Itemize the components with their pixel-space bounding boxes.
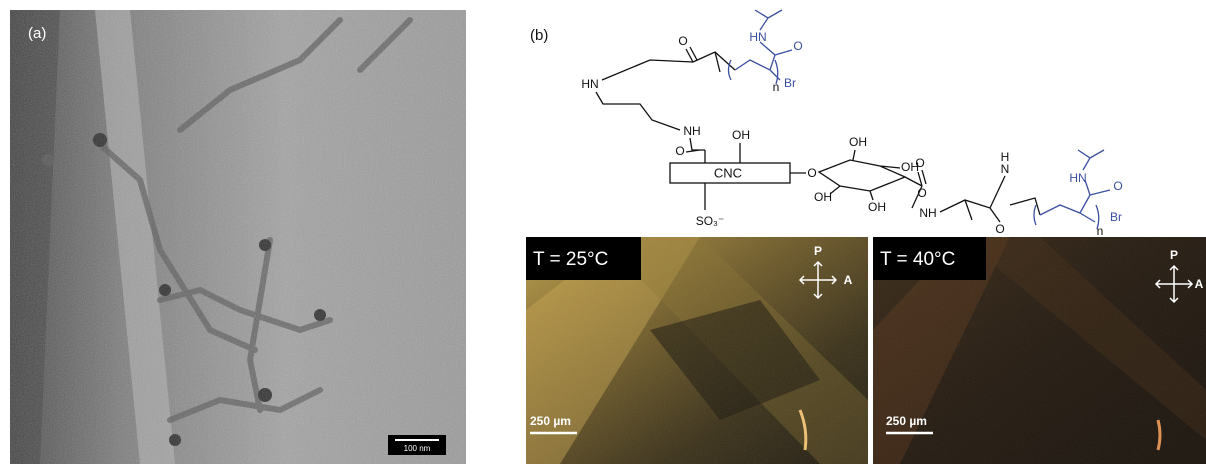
atom: OH [814, 190, 832, 204]
atom: OH [868, 200, 886, 214]
scale-bar-label: 250 µm [886, 414, 927, 428]
polymer-atom: Br [1110, 210, 1122, 224]
figure: (a) 100 nm (b) CNC SO₃⁻ HN O NH O OH O O… [0, 0, 1206, 464]
micrograph: T = 40°C P A 250 µm [873, 237, 1206, 464]
polarizer-label: P [1170, 248, 1178, 262]
micrograph: T = 25°C P A 250 µm [526, 237, 868, 464]
panel-label: (b) [530, 27, 548, 44]
atom: OH [849, 135, 867, 149]
scale-bar-label: 250 µm [530, 414, 571, 428]
atom: O [807, 166, 816, 180]
atom: NH [683, 124, 700, 138]
sulfonate: SO₃⁻ [696, 214, 725, 228]
tem-image: (a) 100 nm [10, 10, 466, 464]
polymer-atom: O [1113, 179, 1122, 193]
polymer-atom: O [793, 39, 802, 53]
tem-noise [10, 10, 466, 464]
atom: OH [732, 128, 750, 142]
atom: O [678, 34, 687, 48]
temperature-label: T = 25°C [533, 249, 608, 270]
cnc-label: CNC [714, 165, 742, 180]
atom: n [773, 80, 780, 94]
atom: O [915, 156, 924, 170]
atom: O [995, 222, 1004, 236]
temperature-label: T = 40°C [880, 249, 955, 270]
atom: O [917, 186, 926, 200]
atom: N [1001, 162, 1010, 176]
polymer-atom: Br [784, 76, 796, 90]
analyzer-label: A [1195, 277, 1204, 291]
polymer-atom: HN [1069, 171, 1086, 185]
atom: n [1097, 224, 1104, 238]
analyzer-label: A [844, 273, 853, 287]
scale-bar-label: 100 nm [404, 444, 431, 453]
atom: HN [581, 77, 598, 91]
atom: O [675, 144, 684, 158]
chemical-structure: CNC SO₃⁻ HN O NH O OH O OH OH OH OH O O … [581, 10, 1122, 238]
polymer-atom: HN [749, 30, 766, 44]
panel-label: (a) [28, 25, 46, 42]
polarizer-label: P [814, 244, 822, 258]
atom: NH [919, 206, 936, 220]
